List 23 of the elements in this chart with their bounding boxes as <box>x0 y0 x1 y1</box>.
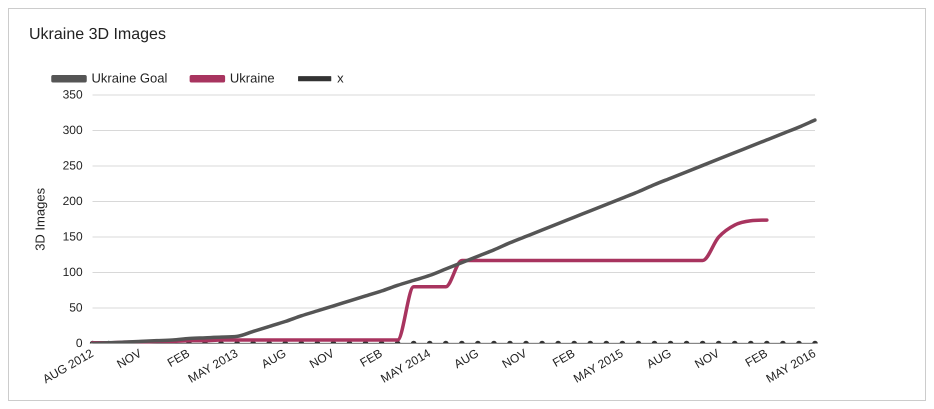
legend-label: Ukraine Goal <box>92 70 168 86</box>
x-tick-label: FEB <box>358 346 385 370</box>
x-tick-label: NOV <box>114 346 144 372</box>
x-tick-label: FEB <box>550 346 578 370</box>
x-tick-label: NOV <box>500 346 530 372</box>
x-tick-label: FEB <box>164 346 192 370</box>
x-tick-label: AUG <box>452 346 482 372</box>
y-tick-label: 300 <box>62 122 83 137</box>
y-tick-label: 100 <box>62 264 83 279</box>
x-tick-label: NOV <box>307 346 337 372</box>
x-tick-label: AUG <box>644 346 674 372</box>
x-tick-label: AUG <box>258 346 288 372</box>
legend-label: Ukraine <box>230 70 275 86</box>
y-axis-title: 3D Images <box>32 187 48 251</box>
y-tick-label: 200 <box>62 194 83 208</box>
y-tick-label: 350 <box>62 88 83 102</box>
y-tick-label: 150 <box>62 229 83 244</box>
chart-title: Ukraine 3D Images <box>29 26 166 44</box>
y-tick-label: 50 <box>69 300 83 314</box>
y-tick-label: 250 <box>62 158 83 172</box>
legend-label: x <box>337 70 344 86</box>
x-tick-label: FEB <box>742 346 770 370</box>
x-tick-label: NOV <box>692 346 722 372</box>
